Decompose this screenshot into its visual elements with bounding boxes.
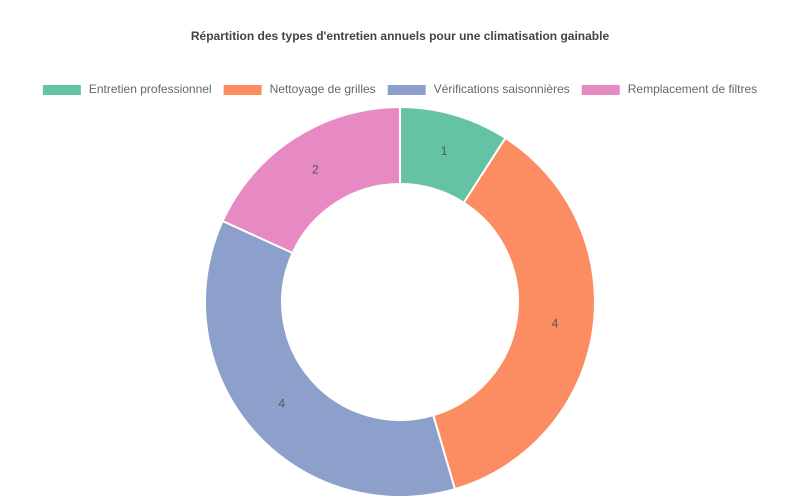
legend-swatch — [581, 85, 620, 95]
slice-label: 2 — [312, 163, 319, 177]
legend-label: Vérifications saisonnières — [434, 82, 570, 96]
legend-swatch — [387, 85, 426, 95]
legend-label: Remplacement de filtres — [628, 82, 757, 96]
donut-slice — [432, 136, 596, 491]
legend-label: Entretien professionnel — [89, 82, 212, 96]
legend: Entretien professionnel Nettoyage de gril… — [42, 82, 757, 96]
chart-title: Répartition des types d'entretien annuel… — [191, 29, 610, 43]
donut-slice — [204, 219, 457, 498]
slice-label: 4 — [278, 397, 285, 411]
legend-swatch — [42, 85, 81, 95]
slice-label: 4 — [552, 316, 559, 330]
donut-slice — [221, 105, 401, 255]
slice-label: 1 — [441, 144, 448, 158]
legend-label: Nettoyage de grilles — [270, 82, 376, 96]
legend-swatch — [223, 85, 262, 95]
